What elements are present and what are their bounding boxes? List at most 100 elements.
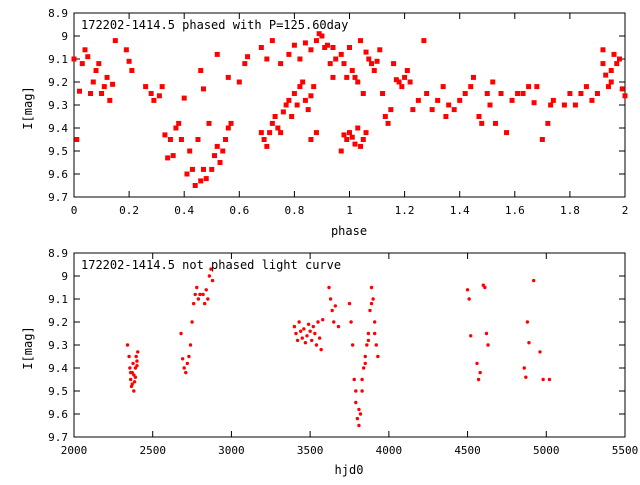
data-point xyxy=(385,120,391,126)
data-point xyxy=(358,38,364,44)
y-tick-label: 9.3 xyxy=(48,99,68,112)
data-point xyxy=(225,74,231,80)
data-point xyxy=(347,301,352,306)
data-point xyxy=(305,107,311,113)
chart-title: 172202-1414.5 not phased light curve xyxy=(81,258,341,272)
data-point xyxy=(321,318,325,322)
data-point xyxy=(189,166,195,172)
data-point xyxy=(589,97,595,103)
data-point xyxy=(99,91,105,96)
data-point xyxy=(129,68,135,73)
data-point xyxy=(396,79,402,85)
data-point xyxy=(319,33,325,39)
data-point xyxy=(572,102,578,108)
data-point xyxy=(311,324,315,329)
data-point xyxy=(366,338,371,343)
y-tick-label: 9.2 xyxy=(48,76,68,89)
data-point xyxy=(283,102,289,108)
data-point xyxy=(515,91,521,96)
data-point xyxy=(527,341,531,345)
data-point xyxy=(303,341,308,345)
y-axis-label: I[mag] xyxy=(21,326,35,369)
data-point xyxy=(524,375,528,379)
data-point xyxy=(195,137,201,142)
data-point xyxy=(313,130,319,136)
data-point xyxy=(327,285,331,290)
data-point xyxy=(242,61,248,67)
data-point xyxy=(190,320,194,324)
data-point xyxy=(415,97,421,103)
data-point xyxy=(308,329,312,333)
data-point xyxy=(308,93,314,99)
data-point xyxy=(311,84,317,90)
data-point xyxy=(196,297,201,301)
data-point xyxy=(522,366,526,370)
data-point xyxy=(479,120,485,126)
data-point xyxy=(330,74,336,80)
data-point xyxy=(358,143,364,149)
data-point xyxy=(350,343,355,347)
x-axis-label: phase xyxy=(331,224,367,238)
data-point xyxy=(278,61,284,67)
data-point xyxy=(202,301,207,306)
y-tick-label: 9.6 xyxy=(48,168,68,181)
data-point xyxy=(110,81,116,87)
data-point xyxy=(269,120,275,126)
data-point xyxy=(380,91,386,96)
data-point xyxy=(203,176,209,182)
data-point xyxy=(292,324,297,329)
data-point xyxy=(407,79,413,85)
y-tick-label: 9.3 xyxy=(48,339,68,352)
data-points xyxy=(71,31,628,188)
data-point xyxy=(368,308,372,313)
data-point xyxy=(465,288,470,292)
data-point xyxy=(134,354,138,359)
data-point xyxy=(162,132,168,138)
data-point xyxy=(178,137,184,142)
data-point xyxy=(369,61,375,67)
data-point xyxy=(404,68,410,73)
data-point xyxy=(388,107,394,113)
data-point xyxy=(594,91,600,96)
data-point xyxy=(341,61,347,67)
data-point xyxy=(214,143,220,149)
data-point xyxy=(176,120,182,126)
data-point xyxy=(371,297,375,301)
data-point xyxy=(614,61,620,67)
data-point xyxy=(128,377,133,382)
y-tick-label: 9.2 xyxy=(48,316,68,329)
data-point xyxy=(366,56,372,62)
data-point xyxy=(294,331,298,336)
x-tick-label: 1.8 xyxy=(560,204,580,217)
data-point xyxy=(363,130,369,136)
data-point xyxy=(372,320,377,324)
data-point xyxy=(286,51,292,57)
data-point xyxy=(484,91,490,96)
data-point xyxy=(185,361,190,366)
data-point xyxy=(258,45,264,50)
data-point xyxy=(393,77,399,83)
data-point xyxy=(374,58,380,64)
data-point xyxy=(475,361,479,366)
data-point xyxy=(539,137,545,142)
data-point xyxy=(167,137,173,142)
data-point xyxy=(363,361,367,366)
y-tick-label: 9.7 xyxy=(48,431,68,444)
data-point xyxy=(135,364,139,368)
data-point xyxy=(306,322,311,326)
data-point xyxy=(324,42,330,48)
data-point xyxy=(476,377,481,382)
data-point xyxy=(217,160,223,165)
data-point xyxy=(360,91,366,96)
data-point xyxy=(322,45,328,50)
data-point xyxy=(531,278,536,283)
data-point xyxy=(269,38,275,44)
data-point xyxy=(278,130,284,136)
data-point xyxy=(355,125,361,131)
data-point xyxy=(316,320,320,324)
data-point xyxy=(313,331,317,336)
data-point xyxy=(291,42,297,48)
data-point xyxy=(298,329,303,333)
data-point xyxy=(209,166,215,172)
data-point xyxy=(344,137,350,142)
